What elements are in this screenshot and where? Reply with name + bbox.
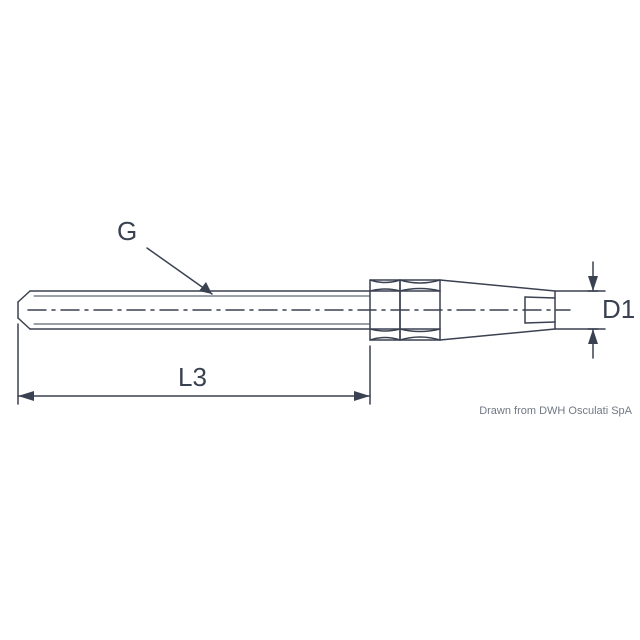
drawing-canvas: G L3 D1 Drawn from DWH Osculati SpA	[0, 0, 640, 640]
technical-drawing	[0, 0, 640, 640]
label-d1: D1	[602, 294, 635, 325]
label-l3: L3	[178, 362, 207, 393]
label-g: G	[117, 216, 137, 247]
credit-line: Drawn from DWH Osculati SpA	[479, 405, 632, 417]
